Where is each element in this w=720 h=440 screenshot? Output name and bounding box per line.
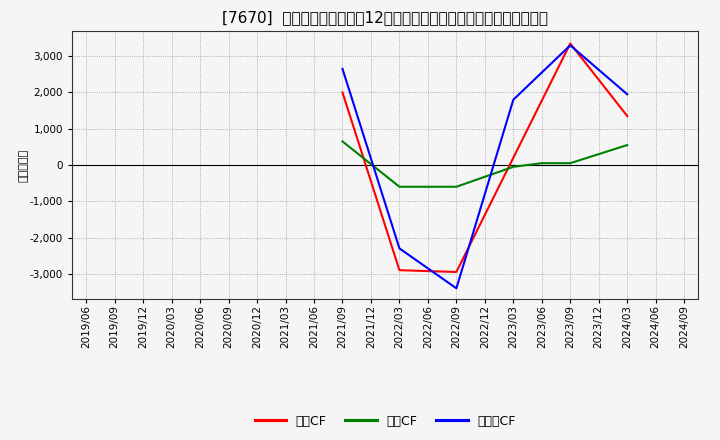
- Y-axis label: （百万円）: （百万円）: [18, 148, 28, 182]
- Legend: 営業CF, 投資CF, フリーCF: 営業CF, 投資CF, フリーCF: [250, 410, 521, 433]
- Title: [7670]  キャッシュフローの12か月移動合計の対前年同期増減額の推移: [7670] キャッシュフローの12か月移動合計の対前年同期増減額の推移: [222, 11, 548, 26]
